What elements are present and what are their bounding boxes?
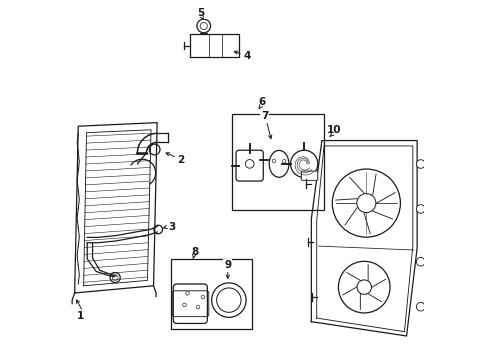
Circle shape bbox=[416, 160, 425, 168]
FancyBboxPatch shape bbox=[301, 171, 318, 180]
Circle shape bbox=[112, 275, 118, 280]
Text: 1: 1 bbox=[76, 311, 84, 321]
Text: 3: 3 bbox=[168, 222, 175, 231]
Text: 10: 10 bbox=[327, 125, 341, 135]
Circle shape bbox=[357, 194, 376, 213]
Circle shape bbox=[416, 204, 425, 213]
Circle shape bbox=[110, 273, 120, 283]
Circle shape bbox=[282, 159, 286, 163]
Circle shape bbox=[212, 283, 246, 318]
Circle shape bbox=[149, 144, 160, 155]
Circle shape bbox=[201, 295, 205, 299]
Circle shape bbox=[357, 280, 371, 294]
Text: 2: 2 bbox=[177, 155, 184, 165]
Circle shape bbox=[245, 159, 254, 168]
Text: 4: 4 bbox=[243, 51, 250, 61]
FancyBboxPatch shape bbox=[236, 150, 263, 181]
Ellipse shape bbox=[269, 150, 289, 177]
Bar bbox=[172, 259, 252, 329]
Circle shape bbox=[217, 288, 241, 312]
Circle shape bbox=[154, 225, 163, 234]
FancyBboxPatch shape bbox=[173, 284, 207, 323]
Circle shape bbox=[186, 292, 189, 295]
Circle shape bbox=[200, 22, 207, 30]
Text: 7: 7 bbox=[261, 111, 269, 121]
Circle shape bbox=[196, 305, 200, 309]
Text: 9: 9 bbox=[224, 260, 231, 270]
Bar bbox=[232, 114, 324, 211]
Circle shape bbox=[291, 150, 318, 177]
Circle shape bbox=[272, 159, 276, 163]
Circle shape bbox=[339, 261, 390, 313]
Text: 5: 5 bbox=[197, 8, 204, 18]
Circle shape bbox=[416, 302, 425, 311]
Text: 8: 8 bbox=[191, 247, 198, 257]
Circle shape bbox=[183, 303, 186, 307]
Circle shape bbox=[416, 257, 425, 266]
Circle shape bbox=[332, 169, 400, 237]
Text: 6: 6 bbox=[259, 97, 266, 107]
Circle shape bbox=[197, 19, 211, 33]
